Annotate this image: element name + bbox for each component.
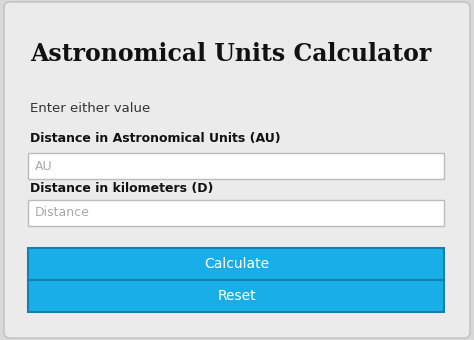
Bar [28, 248, 444, 280]
Text: Distance: Distance [35, 206, 90, 220]
Text: Distance in Astronomical Units (AU): Distance in Astronomical Units (AU) [30, 132, 281, 145]
Text: Distance in kilometers (D): Distance in kilometers (D) [30, 182, 213, 195]
Text: Enter either value: Enter either value [30, 102, 150, 115]
Bar [28, 200, 444, 226]
Text: AU: AU [35, 159, 53, 172]
Text: Reset: Reset [218, 289, 256, 303]
Text: Astronomical Units Calculator: Astronomical Units Calculator [30, 42, 431, 66]
FancyBboxPatch shape [4, 2, 470, 338]
Bar [28, 153, 444, 179]
Text: Calculate: Calculate [204, 257, 270, 271]
Bar [28, 280, 444, 312]
